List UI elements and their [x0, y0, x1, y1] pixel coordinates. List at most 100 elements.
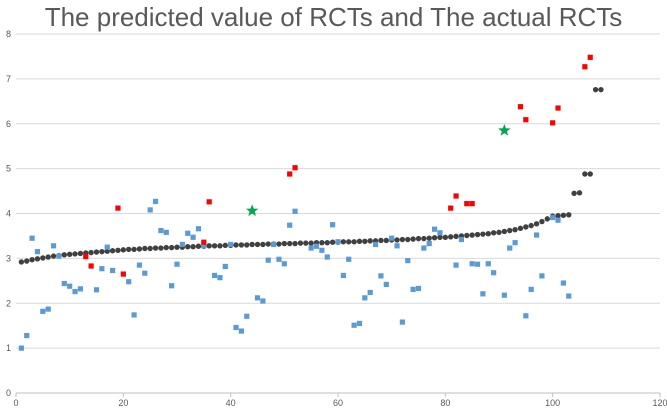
data-point [464, 201, 470, 207]
data-point [249, 241, 255, 248]
data-point [104, 248, 110, 254]
data-point [517, 104, 524, 110]
data-point [206, 243, 212, 249]
data-point [539, 218, 545, 225]
data-point [539, 273, 545, 279]
data-point [448, 205, 454, 211]
data-point [158, 227, 164, 234]
data-point [399, 236, 406, 243]
data-point [491, 270, 497, 276]
y-tick-label: 0 [6, 388, 11, 398]
data-point [260, 298, 266, 304]
data-point [555, 213, 561, 219]
data-point [211, 272, 218, 279]
data-point [426, 240, 432, 247]
data-point [131, 312, 137, 318]
data-point [50, 253, 57, 259]
data-point [292, 208, 298, 214]
data-point [335, 239, 341, 245]
y-tick-label: 8 [6, 29, 11, 39]
data-point [40, 308, 46, 314]
data-point [88, 263, 94, 269]
y-tick-label: 5 [6, 164, 11, 174]
data-point [587, 54, 593, 60]
data-point [523, 224, 529, 230]
data-point [254, 295, 261, 301]
data-point [523, 313, 529, 319]
data-point [163, 244, 169, 251]
data-point [410, 236, 416, 242]
data-point [421, 245, 427, 251]
data-point [83, 253, 89, 260]
data-point [287, 222, 293, 228]
x-tick-label: 80 [440, 398, 450, 408]
data-point [24, 258, 30, 264]
data-point [351, 322, 357, 328]
data-point [169, 283, 175, 289]
data-point [29, 235, 35, 241]
data-point [120, 247, 127, 253]
data-point [437, 230, 443, 236]
data-point [276, 256, 282, 262]
data-point [254, 241, 261, 248]
data-point [533, 221, 540, 227]
data-point [93, 287, 100, 293]
data-point [158, 245, 164, 251]
data-point [99, 248, 105, 255]
data-point [201, 239, 207, 245]
x-tick-label: 40 [226, 398, 236, 408]
data-point [56, 253, 62, 259]
data-point [195, 226, 202, 232]
data-point [523, 117, 529, 123]
data-point [34, 249, 41, 255]
data-point [126, 279, 132, 285]
data-point [179, 241, 185, 248]
data-point [29, 257, 35, 263]
data-point [405, 258, 411, 264]
data-point [201, 243, 207, 249]
data-point [598, 86, 604, 93]
data-point [383, 281, 389, 288]
data-point [238, 328, 244, 334]
data-point [437, 234, 443, 240]
data-point [528, 286, 534, 292]
data-point [67, 283, 73, 289]
axes [15, 392, 661, 397]
data-point [330, 222, 336, 228]
data-point [61, 252, 67, 258]
data-point [61, 280, 67, 287]
data-point [319, 247, 325, 253]
data-point [211, 243, 218, 249]
data-point [378, 273, 384, 279]
data-point [485, 230, 491, 237]
data-point [174, 261, 180, 267]
data-point [431, 235, 438, 241]
data-point [18, 259, 25, 265]
data-point [163, 229, 169, 235]
data-point [136, 246, 143, 252]
data-point [245, 204, 259, 217]
data-point [228, 241, 234, 248]
data-point [238, 242, 245, 248]
data-point [265, 257, 271, 263]
data-point [356, 320, 363, 327]
data-point [319, 239, 325, 246]
data-point [389, 235, 395, 241]
data-point [453, 233, 459, 240]
data-point [324, 239, 330, 246]
data-point [507, 227, 513, 234]
data-point [136, 262, 143, 268]
data-point [399, 319, 405, 325]
data-point [474, 231, 481, 238]
data-point [544, 216, 550, 222]
gridlines [16, 33, 660, 349]
data-point [555, 105, 561, 111]
x-tick-label: 0 [13, 398, 18, 408]
data-point [351, 239, 357, 245]
data-point [469, 232, 475, 238]
data-point [147, 207, 153, 213]
data-point [142, 270, 148, 276]
data-point [233, 324, 239, 331]
data-point [104, 244, 110, 250]
